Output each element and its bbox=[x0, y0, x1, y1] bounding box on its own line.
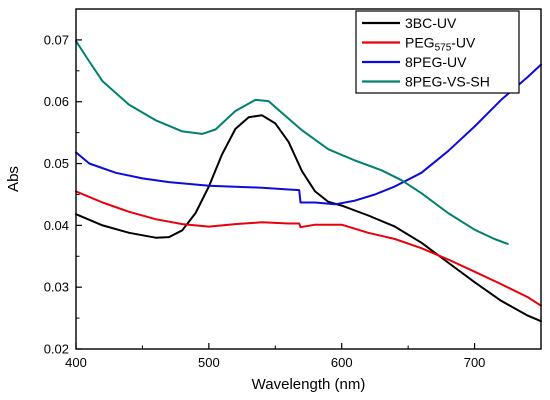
series-line-3 bbox=[75, 40, 509, 245]
legend-label: PEG575-UV bbox=[405, 35, 476, 54]
series-line-2 bbox=[75, 63, 542, 206]
series-line-1 bbox=[75, 190, 542, 307]
x-axis-title: Wavelength (nm) bbox=[252, 376, 366, 393]
plot-frame bbox=[75, 8, 542, 350]
series-line-0 bbox=[75, 114, 542, 323]
legend-box bbox=[355, 10, 520, 94]
y-tick-label: 0.03 bbox=[44, 280, 69, 295]
legend-label: 3BC-UV bbox=[405, 15, 457, 31]
legend-label-main: 8PEG-UV bbox=[405, 54, 467, 70]
y-tick-label: 0.02 bbox=[44, 342, 69, 357]
y-tick-label: 0.07 bbox=[44, 32, 69, 47]
legend-label-main: PEG bbox=[405, 35, 435, 51]
legend-label: 8PEG-VS-SH bbox=[405, 74, 490, 90]
x-tick-label: 600 bbox=[331, 355, 353, 370]
legend-label-subscript: 575 bbox=[435, 43, 452, 54]
y-axis-title: Abs bbox=[5, 166, 22, 192]
legend-label-main: 8PEG-VS-SH bbox=[405, 74, 490, 90]
x-tick-label: 500 bbox=[198, 355, 220, 370]
legend-label-main: 3BC-UV bbox=[405, 15, 457, 31]
x-tick-label: 700 bbox=[464, 355, 486, 370]
y-tick-label: 0.05 bbox=[44, 156, 69, 171]
ticks-layer: 400 500 600 700 0.02 0.03 0.04 0.05 0.06 0.07 bbox=[44, 32, 486, 370]
y-tick-label: 0.06 bbox=[44, 94, 69, 109]
x-tick-label: 400 bbox=[65, 355, 87, 370]
series-layer bbox=[75, 40, 542, 323]
legend-label-tail: -UV bbox=[451, 35, 476, 51]
legend-label: 8PEG-UV bbox=[405, 54, 467, 70]
y-tick-label: 0.04 bbox=[44, 218, 69, 233]
